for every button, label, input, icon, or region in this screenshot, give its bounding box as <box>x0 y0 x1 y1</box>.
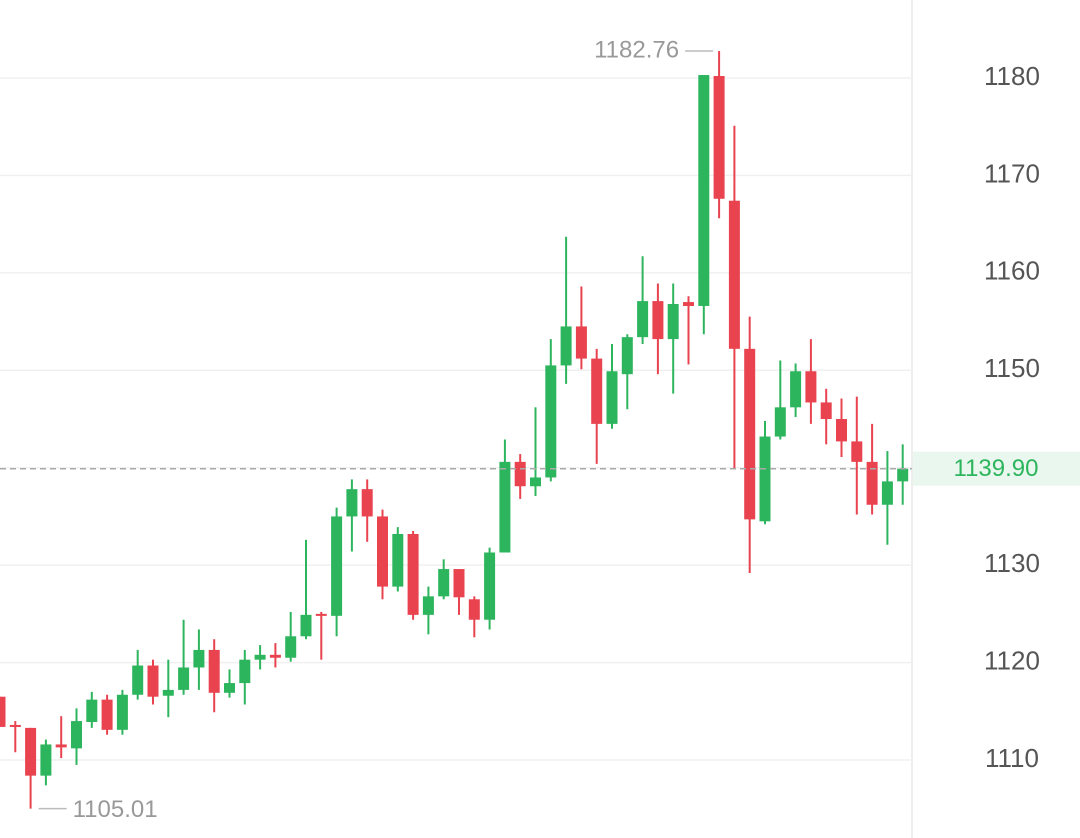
candle-body <box>545 365 557 478</box>
candle-body <box>285 636 297 658</box>
candle-body <box>0 696 6 727</box>
candle-body <box>728 200 740 349</box>
candle-body <box>178 667 190 690</box>
candle-body <box>530 477 541 487</box>
candle-body <box>698 75 710 306</box>
candle-body <box>453 569 465 598</box>
candle-body <box>621 337 633 375</box>
candle-body <box>637 301 649 338</box>
candle-body <box>805 371 817 403</box>
candle-body <box>361 489 373 517</box>
candle-body <box>652 301 664 340</box>
candle-body <box>193 649 205 668</box>
candle-body <box>25 727 37 776</box>
candle-body <box>162 689 174 696</box>
candle-body <box>575 326 587 359</box>
min-label: 1105.01 <box>73 796 158 823</box>
candle-body <box>86 699 98 723</box>
candle-body <box>40 744 52 776</box>
candle-body <box>836 419 847 442</box>
candle-body <box>484 552 496 620</box>
candle-body <box>254 654 266 660</box>
candle-body <box>147 665 159 697</box>
candle-body <box>300 614 312 637</box>
candle-body <box>208 649 220 693</box>
y-tick-label: 1170 <box>984 158 1040 188</box>
candle-body <box>713 76 725 199</box>
candle-body <box>331 516 343 616</box>
candle-body <box>514 461 526 487</box>
candle-body <box>377 516 388 587</box>
candle-body <box>9 724 21 727</box>
candle-body <box>499 461 511 553</box>
candle-body <box>315 613 327 616</box>
candle-body <box>790 371 802 408</box>
candle-body <box>407 533 419 615</box>
candle-body <box>468 599 480 620</box>
candle-body <box>744 348 756 520</box>
y-tick-label: 1150 <box>984 353 1040 383</box>
candle-body <box>116 694 128 730</box>
y-tick-label: 1160 <box>984 256 1040 286</box>
y-tick-label: 1180 <box>984 61 1040 91</box>
candle-body <box>71 721 82 749</box>
candle-body <box>560 326 572 366</box>
candle-body <box>224 683 235 693</box>
candle-body <box>667 304 679 340</box>
candle-body <box>392 533 404 587</box>
candle-body <box>239 659 251 684</box>
candle-body <box>759 436 771 522</box>
candle-body <box>101 699 113 730</box>
candle-body <box>438 569 450 597</box>
candle-body <box>269 654 281 658</box>
candle-body <box>851 441 863 462</box>
current-price-badge <box>913 451 1080 486</box>
current-price-label: 1139.90 <box>954 455 1039 482</box>
candle-body <box>591 358 603 424</box>
candle-body <box>422 596 434 615</box>
y-tick-label: 1110 <box>985 743 1039 773</box>
y-tick-label: 1120 <box>984 645 1040 675</box>
candle-body <box>881 481 893 505</box>
candle-body <box>820 402 832 419</box>
candle-body <box>55 744 67 748</box>
candle-body <box>606 371 618 424</box>
candle-body <box>866 461 878 505</box>
candle-body <box>683 302 694 306</box>
candle-body <box>774 407 786 437</box>
candle-body <box>346 489 358 517</box>
candle-body <box>132 665 144 695</box>
y-tick-label: 1130 <box>984 548 1040 578</box>
max-label: 1182.76 <box>594 36 679 63</box>
candle-body <box>897 468 909 482</box>
